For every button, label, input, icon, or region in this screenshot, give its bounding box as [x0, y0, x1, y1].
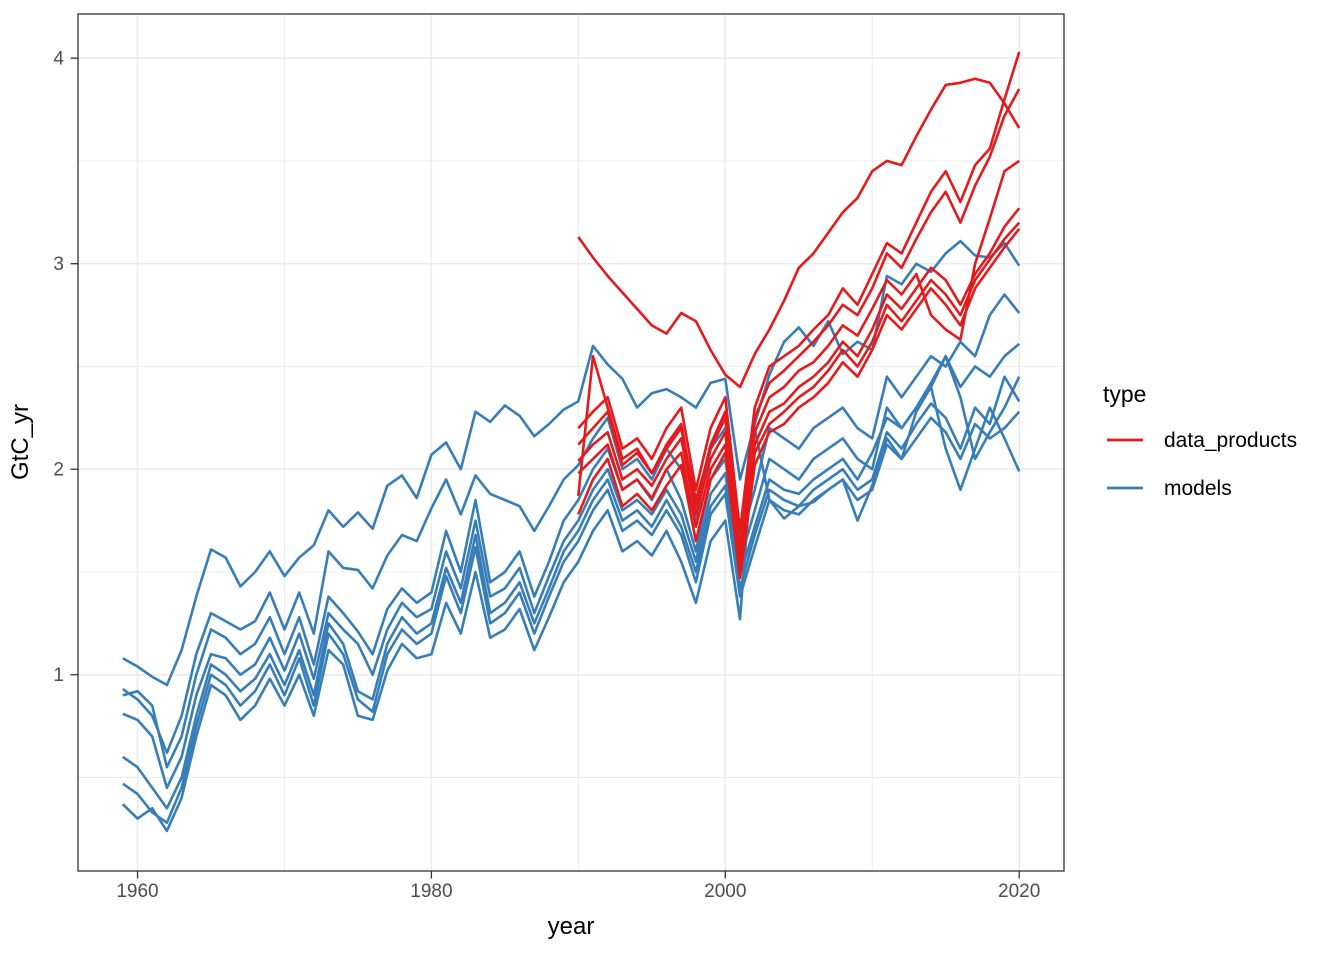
y-tick-label: 2 — [53, 460, 64, 481]
y-axis-title: GtC_yr — [7, 404, 34, 480]
x-axis-title: year — [548, 913, 595, 940]
legend: type data_products models — [1103, 381, 1297, 500]
x-tick-label: 2000 — [704, 881, 746, 902]
y-tick-label: 4 — [53, 49, 64, 70]
legend-label-models: models — [1164, 477, 1232, 500]
series-line-models_4 — [122, 354, 1021, 790]
legend-label-data-products: data_products — [1164, 429, 1297, 452]
x-tick-label: 1980 — [410, 881, 452, 902]
series-line-data_products_2 — [577, 51, 1021, 533]
series-line-models_5 — [122, 375, 1021, 810]
axis-ticks: 1960 1980 2000 2020 1 2 3 4 — [53, 49, 1040, 902]
series-line-data_products_6 — [577, 221, 1021, 574]
series-line-models_3 — [122, 342, 1021, 769]
panel-background — [78, 14, 1064, 871]
x-tick-label: 1960 — [116, 881, 158, 902]
x-tick-label: 2020 — [998, 881, 1040, 902]
series-line-models_1 — [122, 239, 1021, 687]
panel-border — [77, 13, 1065, 872]
series-line-data_products_5 — [577, 207, 1021, 564]
y-tick-label: 1 — [53, 665, 64, 686]
series-line-models_2 — [122, 293, 1021, 755]
series-line-models_7 — [121, 385, 1021, 833]
y-tick-label: 3 — [53, 254, 64, 275]
series-lines — [121, 51, 1021, 833]
series-line-data_products_4 — [577, 159, 1020, 553]
series-line-data_products_7 — [577, 227, 1021, 580]
legend-title: type — [1103, 381, 1146, 407]
series-line-data_products_1 — [577, 77, 1021, 389]
